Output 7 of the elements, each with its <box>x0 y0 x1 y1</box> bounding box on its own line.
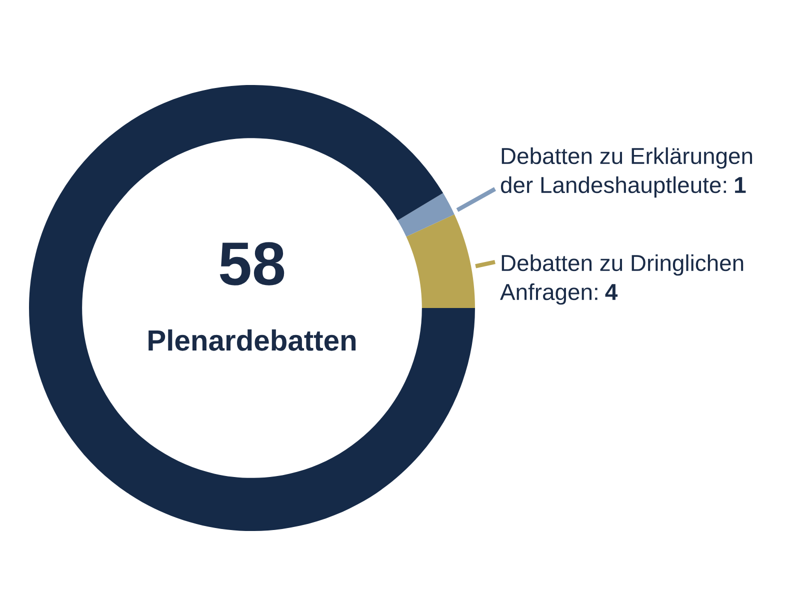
donut-slice <box>406 214 475 308</box>
slice-label: Debatten zu Dringlichen Anfragen: 4 <box>500 254 744 305</box>
donut-slice <box>29 85 475 531</box>
text: 58 <box>220 242 284 286</box>
slice-label: Debatten zu Erklärungen der Landeshauptleute: 1 <box>500 147 752 198</box>
text: Plenardebatten <box>148 329 356 351</box>
donut-slice <box>398 193 454 237</box>
